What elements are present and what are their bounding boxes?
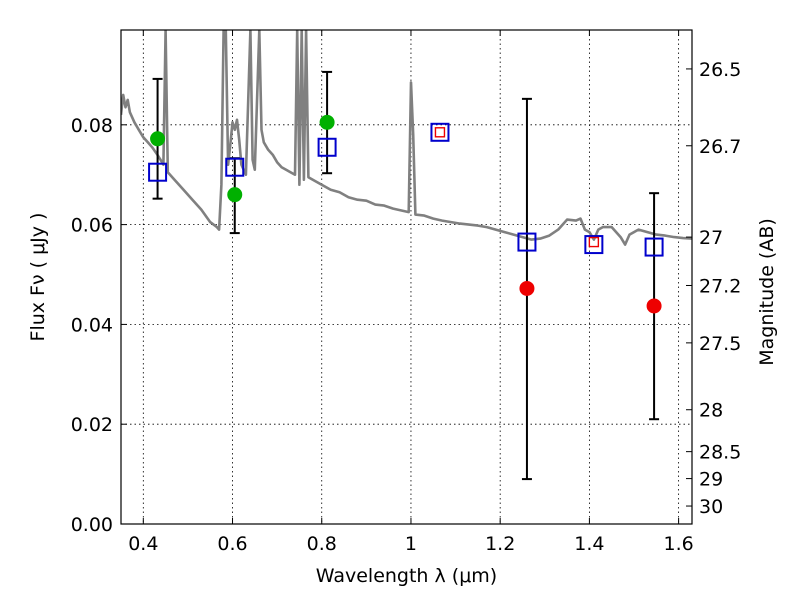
x-tick-label: 1 — [405, 533, 417, 555]
grid — [121, 30, 692, 525]
right-tick-label: 27 — [699, 227, 723, 249]
y-tick-label: 0.08 — [71, 115, 113, 137]
y-tick-label: 0.02 — [71, 414, 113, 436]
plot-frame — [120, 29, 693, 525]
x-axis-label: Wavelength λ (μm) — [316, 565, 497, 587]
right-tick-label: 30 — [699, 496, 723, 518]
green-circle-marker — [227, 187, 243, 203]
marker-layer — [148, 114, 664, 314]
y-tick-label: 0.04 — [71, 314, 113, 336]
x-tick-label: 1.2 — [485, 533, 515, 555]
model-square-marker — [644, 237, 664, 257]
x-tick-label: 1.6 — [664, 533, 694, 555]
model-square-marker — [430, 122, 450, 142]
right-tick-label: 29 — [699, 469, 723, 491]
right-tick-label: 27.5 — [699, 333, 741, 355]
right-tick-label: 27.2 — [699, 275, 741, 297]
y-axis-label: Flux Fν ( μJy ) — [27, 213, 49, 342]
x-tick-label: 0.4 — [128, 533, 158, 555]
small-red-square-marker — [434, 127, 446, 138]
model-square-marker — [148, 162, 168, 182]
model-square-marker — [225, 157, 245, 177]
y-tick-label: 0.00 — [71, 514, 113, 536]
right-axis-label: Magnitude (AB) — [756, 218, 778, 366]
model-square-marker — [584, 235, 604, 255]
red-circle-marker — [519, 280, 535, 296]
sed-curve — [121, 30, 692, 246]
green-circle-marker — [319, 114, 335, 130]
right-tick-label: 26.7 — [699, 136, 741, 158]
x-tick-label: 1.4 — [574, 533, 604, 555]
red-circle-marker — [646, 298, 662, 314]
tick-labels: 0.4 0.6 0.8 1 1.2 1.4 1.6 0.00 0.02 0.04 0.06 0.08 2… — [71, 59, 742, 555]
model-square-marker — [317, 137, 337, 157]
small-red-square-marker — [588, 236, 600, 248]
y-tick-label: 0.06 — [71, 215, 113, 237]
green-circle-marker — [150, 131, 166, 147]
x-tick-label: 0.8 — [307, 533, 337, 555]
right-tick-label: 26.5 — [699, 59, 741, 81]
sed-curve-layer — [121, 30, 692, 246]
ticks — [121, 30, 692, 525]
right-tick-label: 28.5 — [699, 442, 741, 464]
model-square-marker — [517, 232, 537, 252]
x-tick-label: 0.6 — [217, 533, 247, 555]
right-tick-label: 28 — [699, 400, 723, 422]
